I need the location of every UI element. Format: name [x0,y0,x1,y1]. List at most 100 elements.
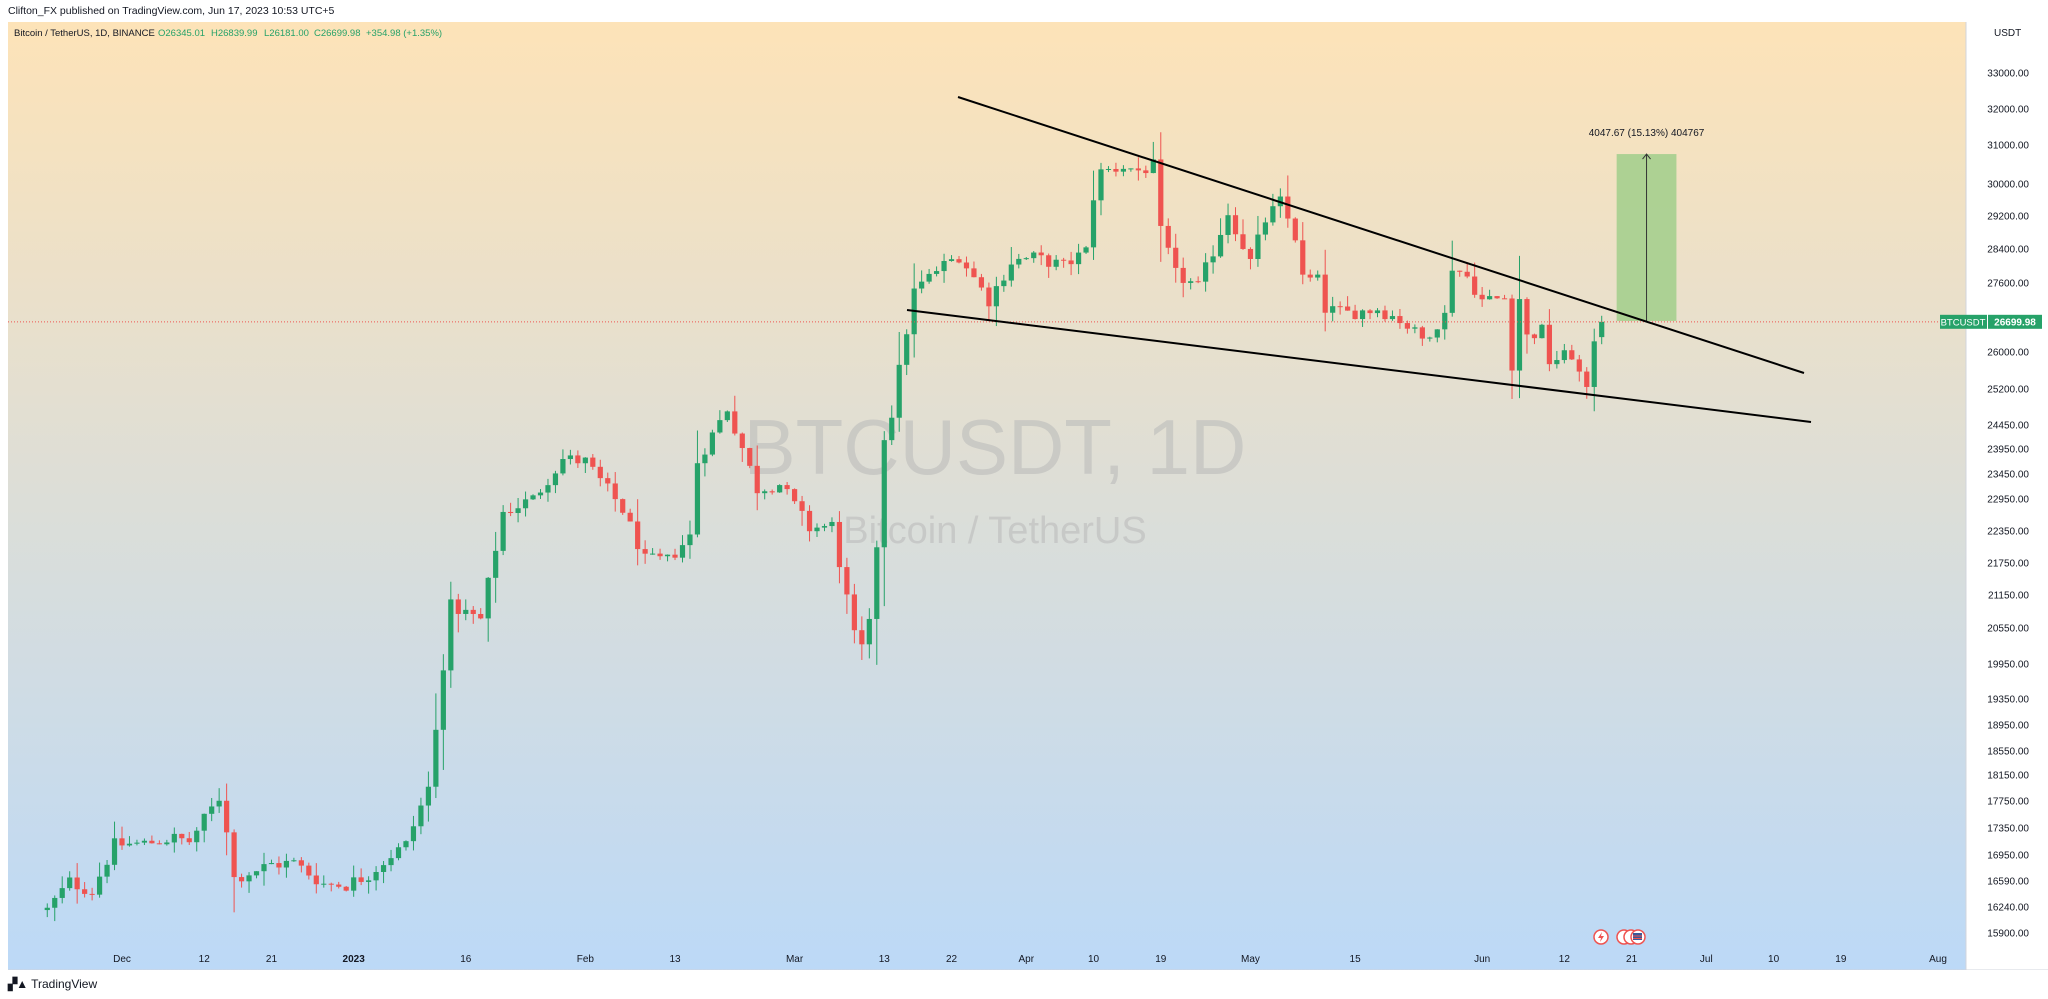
resistance-trendline[interactable] [957,96,1805,374]
price-chart[interactable]: BTCUSDT, 1D Bitcoin / TetherUS 4047.67 (… [0,0,2048,970]
y-tick-label: 24450.00 [1987,421,2029,432]
y-tick-label: 16240.00 [1987,903,2029,914]
candle-body [732,411,738,434]
candle-body [941,261,947,272]
candle-body [687,534,693,546]
candle-body [552,473,559,486]
price-tag-symbol-box [1940,314,1987,329]
candle-body [844,567,850,595]
candle-body [664,554,671,557]
candle-body [605,478,611,484]
candle-body [1061,259,1067,261]
time-axis[interactable]: Dec 12 21 2023 16 Feb 13 Mar 13 22 Apr 10 19 May 15 Jun… [113,954,1947,965]
x-tick-label: 2023 [343,954,366,965]
candle-body [1188,281,1194,283]
candle-body [1412,327,1418,329]
candle-body [433,729,439,787]
candle-body [1165,225,1171,248]
candle-body [1322,274,1328,313]
x-tick-label: 10 [1768,954,1780,965]
candle-body [246,875,252,882]
y-tick-label: 22950.00 [1987,495,2029,506]
candle-body [1404,323,1410,329]
candle-body [806,510,813,532]
candle-body [276,863,282,868]
candle-body [440,670,446,730]
candle-body [694,463,701,535]
tradingview-logo[interactable]: ▞▲ TradingView [8,977,97,991]
candle-body [956,259,962,263]
candle-body [1031,252,1037,259]
candle-body [1464,271,1470,277]
candle-body [1352,310,1358,320]
candle-body [448,599,454,671]
x-tick-label: Feb [577,954,595,965]
support-trendline[interactable] [906,309,1812,423]
candle-body [1442,312,1448,330]
candle-body [1023,258,1029,260]
candle-body [134,842,140,844]
y-tick-label: 20550.00 [1987,624,2029,635]
candle-body [261,864,267,872]
candle-body [1449,270,1455,313]
price-axis[interactable]: 33000.00 32000.00 31000.00 30000.00 29200.00… [1987,69,2029,940]
candle-body [52,897,58,908]
event-icons[interactable] [1593,929,1646,945]
candle-body [1195,281,1201,283]
candle-body [493,550,499,578]
candle-body [1217,234,1224,257]
candle-body [1150,159,1156,174]
candle-body [1240,234,1246,249]
candle-body [500,511,506,551]
watermark-name: Bitcoin / TetherUS [843,510,1146,552]
x-tick-label: May [1241,954,1260,965]
candle-body [1599,321,1605,338]
footer-bar: ▞▲ TradingView [0,970,2048,999]
candle-body [336,884,342,887]
candle-body [777,485,783,493]
price-tag: BTCUSDT 26699.98 [1940,314,2042,329]
candle-body [650,553,656,555]
candle-body [1143,170,1149,174]
y-tick-label: 19350.00 [1987,695,2029,706]
y-tick-label: 30000.00 [1987,180,2029,191]
x-tick-label: Jul [1700,954,1713,965]
y-tick-label: 28400.00 [1987,245,2029,256]
candle-body [59,888,65,898]
candle-body [575,455,581,464]
candle-body [724,411,730,421]
candle-body [717,420,723,433]
candle-body [186,838,192,843]
candle-body [1546,324,1552,365]
candle-body [1554,360,1560,365]
legend-high: H26839.99 [211,28,257,39]
y-tick-label: 22350.00 [1987,527,2029,538]
candle-body [1591,341,1597,387]
candle-body [627,512,633,522]
y-tick-label: 15900.00 [1987,929,2029,940]
candle-body [283,860,290,868]
candle-body [582,457,588,464]
candle-body [522,499,529,509]
candle-body [1001,280,1007,287]
candle-body [1135,168,1141,171]
candle-body [545,485,551,493]
x-tick-label: 13 [879,954,891,965]
candle-body [1397,316,1403,324]
candle-body [1561,350,1567,361]
candle-body [1472,276,1478,295]
price-tag-symbol: BTCUSDT [1941,317,1986,328]
candle-body [119,838,125,846]
measure-label: 4047.67 (15.13%) 404767 [1589,128,1705,139]
candle-body [657,553,663,557]
y-tick-label: 17750.00 [1987,797,2029,808]
legend: Bitcoin / TetherUS, 1D, BINANCE O26345.0… [14,28,442,39]
x-tick-label: 13 [669,954,681,965]
candle-body [672,554,678,558]
y-tick-label: 19950.00 [1987,660,2029,671]
y-tick-label: 33000.00 [1987,69,2029,80]
candle-body [1090,200,1097,248]
candle-body [373,871,379,881]
y-tick-label: 18150.00 [1987,771,2029,782]
legend-symbol: Bitcoin / TetherUS, 1D, BINANCE [14,28,155,39]
